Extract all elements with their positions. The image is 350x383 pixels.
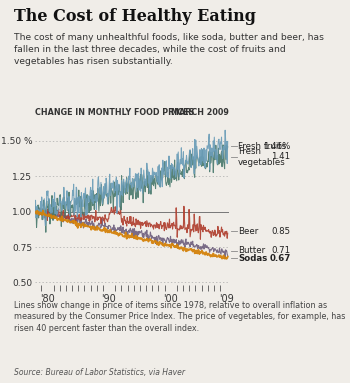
Text: Source: Bureau of Labor Statistics, via Haver: Source: Bureau of Labor Statistics, via … bbox=[14, 368, 185, 377]
Text: Fresh
vegetables: Fresh vegetables bbox=[238, 147, 286, 167]
Text: Fresh fruits: Fresh fruits bbox=[238, 142, 286, 151]
Text: MARCH 2009: MARCH 2009 bbox=[172, 108, 229, 117]
Text: CHANGE IN MONTHLY FOOD PRICES: CHANGE IN MONTHLY FOOD PRICES bbox=[35, 108, 194, 117]
Text: Lines show change in price of items since 1978, relative to overall inflation as: Lines show change in price of items sinc… bbox=[14, 301, 345, 333]
Text: 0.71: 0.71 bbox=[271, 246, 290, 255]
Text: The cost of many unhealthful foods, like soda, butter and beer, has
fallen in th: The cost of many unhealthful foods, like… bbox=[14, 33, 324, 66]
Text: 0.67: 0.67 bbox=[269, 254, 290, 263]
Text: The Cost of Healthy Eating: The Cost of Healthy Eating bbox=[14, 8, 256, 25]
Text: Beer: Beer bbox=[238, 227, 258, 236]
Text: Butter: Butter bbox=[238, 246, 265, 255]
Text: 1.46%: 1.46% bbox=[263, 142, 290, 151]
Text: 1.41: 1.41 bbox=[271, 152, 290, 161]
Text: 0.85: 0.85 bbox=[271, 227, 290, 236]
Text: Sodas: Sodas bbox=[238, 254, 267, 263]
